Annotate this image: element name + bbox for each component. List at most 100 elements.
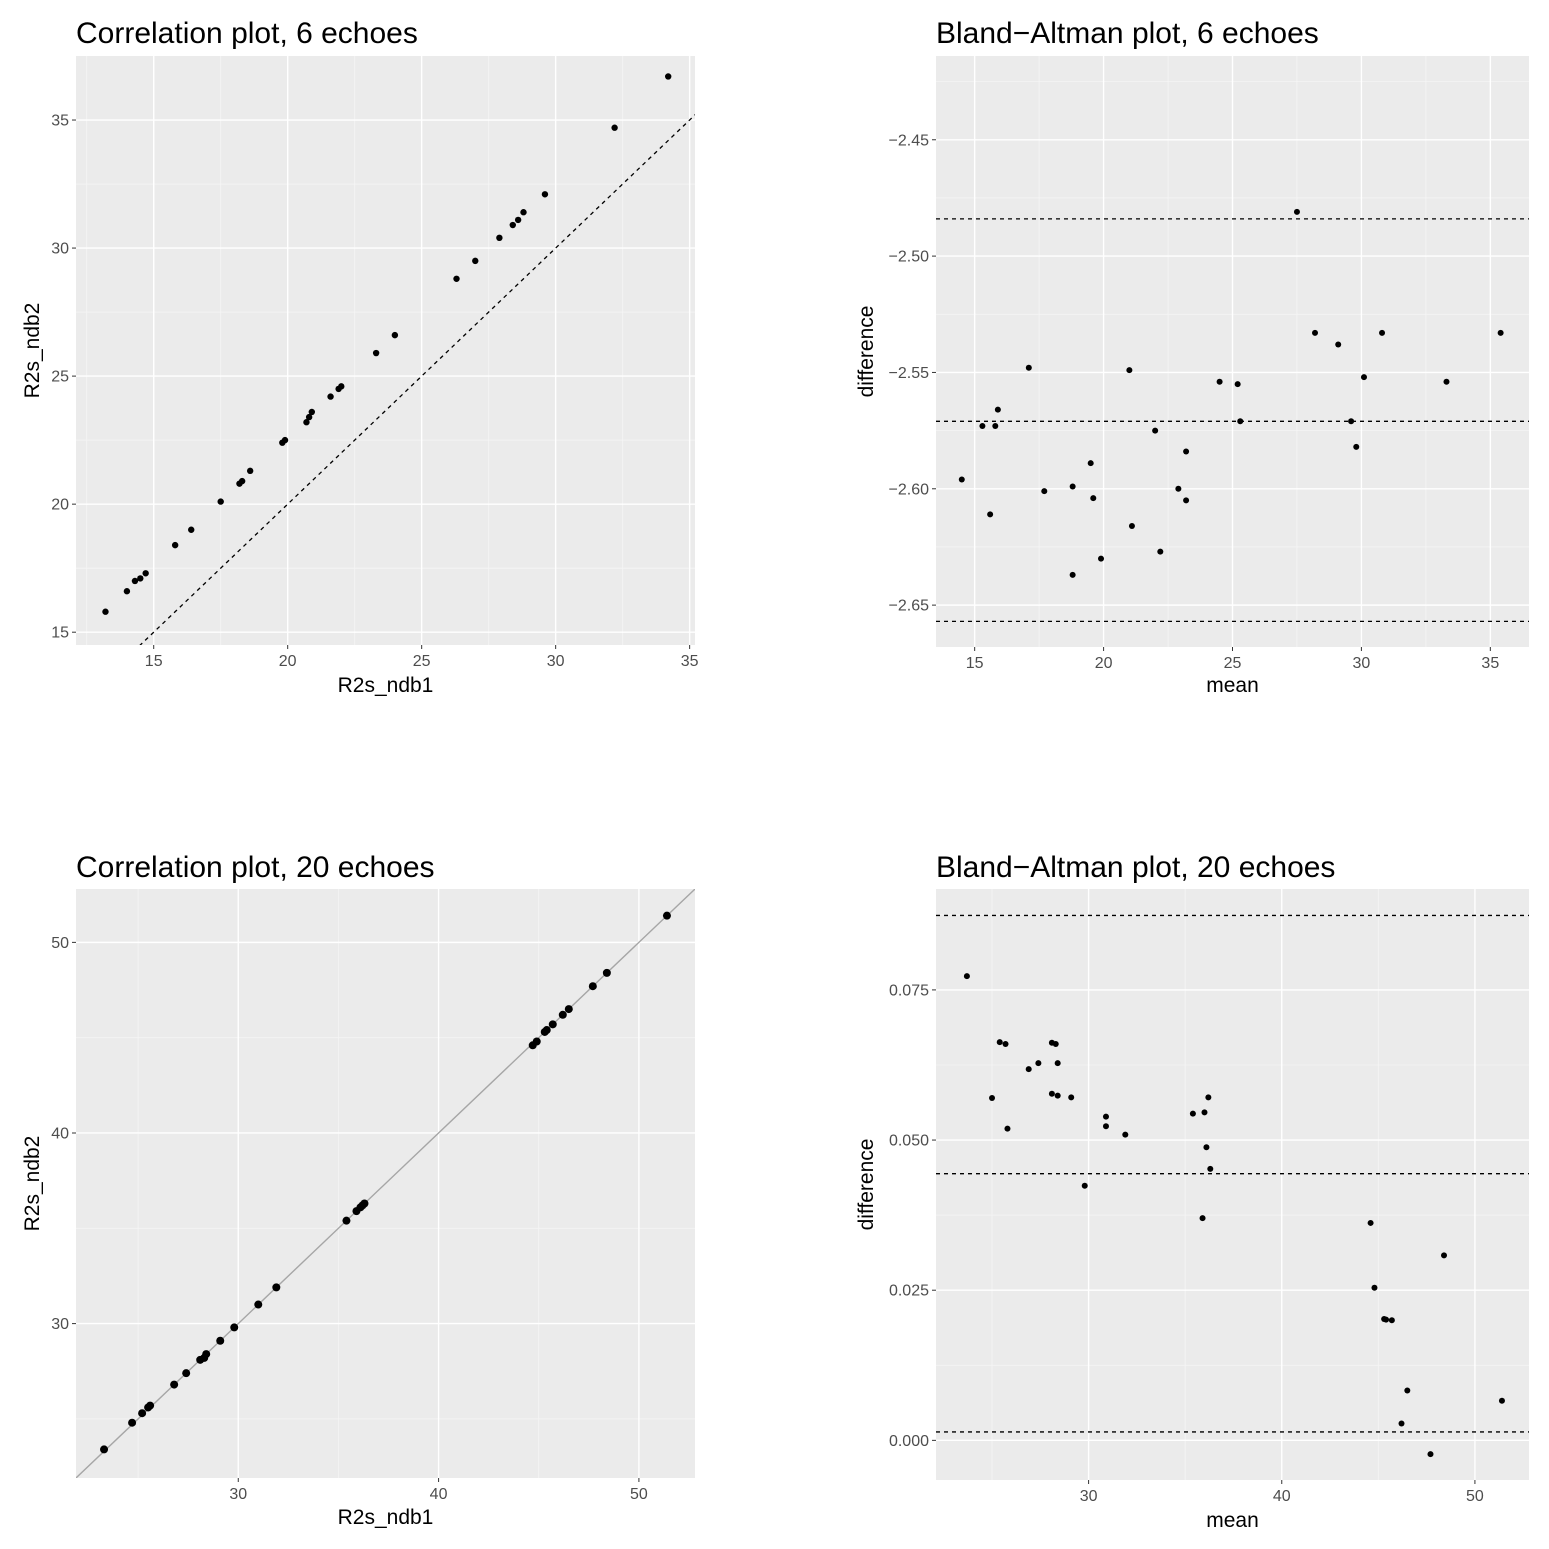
data-point	[1189, 1110, 1196, 1117]
data-point	[1199, 1215, 1206, 1222]
x-tick-label: 35	[681, 653, 699, 670]
chart-title: Bland−Altman plot, 6 echoes	[936, 17, 1319, 50]
y-tick-label: 30	[51, 1316, 69, 1333]
data-point	[509, 221, 516, 229]
y-tick-label: 20	[51, 497, 69, 514]
data-point	[238, 477, 246, 485]
x-tick-label: 30	[1353, 655, 1371, 672]
data-point	[665, 73, 672, 80]
data-point	[453, 275, 460, 282]
data-point	[327, 393, 334, 400]
data-point	[281, 436, 289, 444]
y-tick-label: 25	[51, 369, 69, 386]
y-axis-title: R2s_ndb2	[21, 303, 44, 399]
data-point	[1441, 1252, 1448, 1259]
data-point	[992, 422, 999, 429]
data-point	[1360, 374, 1367, 381]
data-point	[1052, 1040, 1059, 1047]
y-tick-label: 0.000	[889, 1433, 929, 1450]
data-point	[102, 608, 109, 615]
data-point	[303, 419, 310, 426]
data-point	[994, 406, 1001, 413]
data-point	[1068, 1094, 1075, 1101]
data-point	[146, 1401, 155, 1410]
data-point	[588, 982, 597, 991]
data-point	[230, 1323, 239, 1332]
data-point	[1379, 329, 1386, 336]
data-point	[514, 216, 522, 224]
data-point	[170, 1380, 179, 1389]
x-axis-title: mean	[1206, 1509, 1259, 1532]
data-point	[979, 422, 986, 429]
x-tick-label: 15	[966, 655, 984, 672]
x-tick-label: 15	[145, 653, 163, 670]
data-point	[138, 1409, 147, 1418]
bland-altman-plot-20-echoes: Bland−Altman plot, 20 echoes 30 40 50 0.000…	[855, 851, 1529, 1532]
data-point	[548, 1020, 557, 1029]
data-point	[1102, 1123, 1109, 1130]
x-tick-label: 50	[630, 1486, 648, 1503]
data-point	[1004, 1125, 1011, 1132]
x-tick-label: 30	[1080, 1488, 1098, 1505]
data-point	[1069, 571, 1076, 578]
correlation-plot-20-echoes: Correlation plot, 20 echoes 30 40 50 30 40 50…	[21, 851, 695, 1529]
y-tick-label: −2.50	[889, 249, 930, 266]
x-tick-label: 20	[279, 653, 297, 670]
identity-reference-line	[139, 114, 695, 645]
data-point	[1002, 1040, 1009, 1047]
data-point	[1025, 364, 1032, 371]
data-point	[1054, 1060, 1061, 1067]
data-point	[963, 973, 970, 980]
data-point	[1398, 1420, 1405, 1427]
data-point	[1025, 1066, 1032, 1073]
data-point	[1102, 1113, 1109, 1120]
data-point	[391, 331, 399, 339]
y-tick-label: 0.025	[889, 1283, 929, 1300]
x-tick-label: 40	[1273, 1488, 1291, 1505]
data-point	[123, 588, 131, 595]
x-tick-label: 30	[229, 1486, 247, 1503]
y-axis-title: difference	[855, 306, 878, 398]
data-point	[1207, 1165, 1214, 1172]
data-point	[1348, 418, 1355, 425]
data-point	[131, 577, 139, 585]
data-point	[338, 383, 345, 390]
data-point	[1175, 485, 1182, 492]
data-point	[246, 467, 254, 475]
data-point	[142, 570, 149, 577]
data-point	[137, 575, 144, 582]
y-tick-label: −2.55	[889, 365, 930, 382]
correlation-plot-6-echoes: Correlation plot, 6 echoes 15 20 25 30 35 15 2…	[21, 17, 699, 697]
y-tick-label: −2.45	[889, 132, 930, 149]
data-point	[171, 541, 179, 549]
chart-title: Correlation plot, 20 echoes	[76, 851, 435, 884]
data-point	[1404, 1387, 1411, 1394]
x-tick-label: 30	[547, 653, 565, 670]
y-tick-label: −2.65	[889, 598, 930, 615]
x-tick-label: 25	[1224, 655, 1242, 672]
data-point	[372, 349, 380, 357]
data-point	[472, 257, 479, 265]
data-point	[1237, 418, 1244, 425]
data-point	[1201, 1109, 1208, 1116]
data-point	[496, 234, 503, 242]
data-point	[1183, 497, 1190, 504]
data-point	[1353, 443, 1360, 450]
data-point	[1157, 548, 1164, 555]
data-point	[1371, 1284, 1378, 1291]
data-point	[1383, 1316, 1390, 1323]
data-point	[1497, 329, 1504, 336]
y-tick-label: 0.050	[889, 1133, 929, 1150]
y-tick-label: 30	[51, 241, 69, 258]
data-point	[1183, 448, 1190, 455]
y-tick-label: 15	[51, 625, 69, 642]
data-point	[1234, 381, 1241, 388]
data-point	[182, 1369, 191, 1378]
data-point	[1152, 427, 1159, 434]
x-tick-label: 50	[1466, 1488, 1484, 1505]
data-point	[217, 498, 224, 505]
data-point	[602, 968, 611, 977]
identity-reference-line	[76, 889, 695, 1478]
x-axis-title: R2s_ndb1	[338, 1506, 434, 1529]
data-point	[558, 1010, 567, 1019]
